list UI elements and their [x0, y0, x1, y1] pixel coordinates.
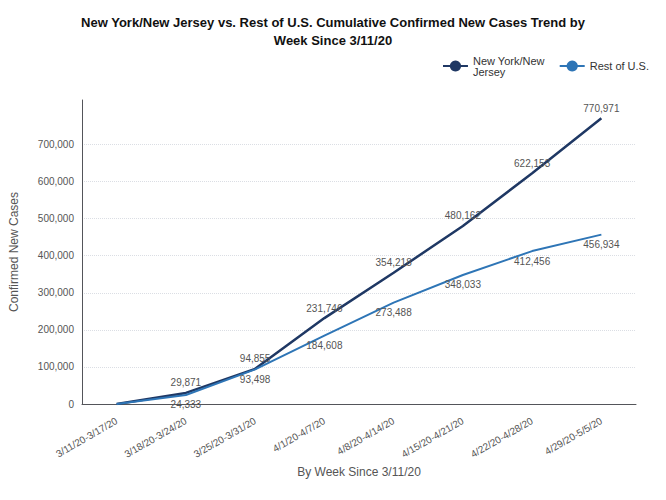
- svg-text:Rest of U.S.: Rest of U.S.: [590, 60, 649, 72]
- svg-text:354,218: 354,218: [376, 257, 413, 268]
- svg-text:By Week Since 3/11/20: By Week Since 3/11/20: [297, 465, 421, 479]
- svg-text:New York/New Jersey vs. Rest o: New York/New Jersey vs. Rest of U.S. Cum…: [81, 15, 586, 30]
- svg-text:770,971: 770,971: [583, 103, 620, 114]
- svg-text:184,608: 184,608: [306, 340, 343, 351]
- svg-text:New York/New: New York/New: [473, 54, 545, 67]
- svg-text:Confirmed New Cases: Confirmed New Cases: [7, 192, 21, 312]
- svg-text:600,000: 600,000: [38, 176, 75, 187]
- svg-text:0: 0: [68, 399, 74, 410]
- svg-text:200,000: 200,000: [38, 324, 75, 335]
- svg-text:3/18/20-3/24/20: 3/18/20-3/24/20: [123, 415, 189, 460]
- svg-text:500,000: 500,000: [38, 213, 75, 224]
- svg-text:622,153: 622,153: [514, 158, 551, 169]
- svg-text:93,498: 93,498: [240, 374, 271, 385]
- svg-text:4/22/20-4/28/20: 4/22/20-4/28/20: [469, 415, 535, 460]
- svg-text:3/25/20-3/31/20: 3/25/20-3/31/20: [192, 415, 258, 460]
- svg-text:Jersey: Jersey: [473, 66, 506, 78]
- svg-text:4/1/20-4/7/20: 4/1/20-4/7/20: [271, 415, 328, 454]
- svg-text:231,746: 231,746: [306, 303, 343, 314]
- svg-text:100,000: 100,000: [38, 361, 75, 372]
- svg-text:456,934: 456,934: [583, 239, 620, 250]
- svg-text:Week Since 3/11/20: Week Since 3/11/20: [274, 33, 392, 48]
- svg-text:4/8/20-4/14/20: 4/8/20-4/14/20: [335, 415, 397, 457]
- svg-text:300,000: 300,000: [38, 287, 75, 298]
- svg-text:4/15/20-4/21/20: 4/15/20-4/21/20: [400, 415, 466, 460]
- svg-text:4/29/20-5/5/20: 4/29/20-5/5/20: [543, 415, 605, 457]
- svg-text:412,456: 412,456: [514, 256, 551, 267]
- svg-text:480,162: 480,162: [445, 210, 482, 221]
- svg-text:400,000: 400,000: [38, 250, 75, 261]
- svg-text:94,855: 94,855: [240, 353, 271, 364]
- svg-text:273,488: 273,488: [376, 307, 413, 318]
- svg-text:3/11/20-3/17/20: 3/11/20-3/17/20: [54, 415, 120, 459]
- svg-text:24,333: 24,333: [171, 399, 202, 410]
- svg-text:700,000: 700,000: [38, 139, 75, 150]
- svg-text:29,871: 29,871: [171, 377, 202, 388]
- svg-text:348,033: 348,033: [445, 279, 482, 290]
